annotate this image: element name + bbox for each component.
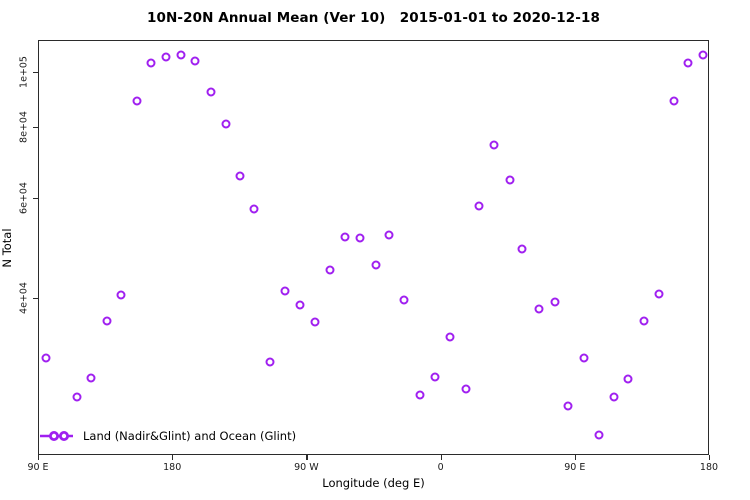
x-axis-tick-label: 90 W — [294, 462, 319, 473]
data-point — [295, 300, 305, 310]
chart-title: 10N-20N Annual Mean (Ver 10) 2015-01-01 … — [147, 10, 600, 26]
data-point — [669, 96, 679, 106]
y-axis-tick — [33, 298, 38, 300]
x-axis-tick-label: 180 — [163, 462, 182, 473]
data-point — [310, 317, 320, 327]
y-axis-tick — [33, 127, 38, 129]
x-axis-tick — [709, 455, 711, 460]
data-point — [683, 58, 693, 68]
data-point — [176, 50, 186, 60]
y-axis-tick — [33, 198, 38, 200]
plot-area — [38, 40, 709, 455]
data-point — [654, 289, 664, 299]
legend: Land (Nadir&Glint) and Ocean (Glint) — [39, 428, 296, 444]
data-point — [161, 52, 171, 62]
x-axis-tick-label: 90 E — [564, 462, 586, 473]
data-point — [623, 374, 633, 384]
data-point — [132, 96, 142, 106]
data-point — [86, 373, 96, 383]
x-axis-tick-label: 90 E — [27, 462, 49, 473]
data-point — [146, 58, 156, 68]
data-point — [609, 392, 619, 402]
x-axis-tick-label: 0 — [437, 462, 444, 473]
x-axis-tick-label: 180 — [699, 462, 719, 473]
data-point — [594, 430, 604, 440]
data-point — [265, 357, 275, 367]
data-point — [399, 295, 409, 305]
data-point — [190, 56, 200, 66]
data-point — [72, 392, 82, 402]
data-point — [249, 204, 259, 214]
data-point — [116, 290, 126, 300]
x-axis-tick — [440, 455, 442, 460]
data-point — [579, 353, 589, 363]
data-point — [563, 401, 573, 411]
data-point — [384, 230, 394, 240]
y-axis-tick-label: 1e+05 — [18, 56, 30, 88]
data-point — [534, 304, 544, 314]
y-axis-title: N Total — [0, 228, 14, 268]
x-axis-tick — [574, 455, 577, 460]
x-axis-tick — [172, 455, 174, 460]
data-point — [445, 332, 455, 342]
data-point — [340, 232, 350, 242]
legend-label: Land (Nadir&Glint) and Ocean (Glint) — [83, 429, 297, 443]
data-point — [639, 316, 649, 326]
data-point — [41, 353, 51, 363]
x-axis-tick — [38, 455, 40, 460]
x-axis-title: Longitude (deg E) — [322, 476, 425, 490]
data-point — [415, 390, 425, 400]
data-point — [325, 265, 335, 275]
legend-point-line-icon — [40, 431, 73, 441]
data-point — [698, 50, 708, 60]
y-axis-tick — [33, 72, 38, 74]
data-point — [206, 87, 216, 97]
data-point — [221, 119, 231, 129]
data-point — [489, 140, 499, 150]
data-point — [280, 286, 290, 296]
y-axis-tick-label: 4e+04 — [18, 282, 30, 314]
data-point — [505, 175, 515, 185]
data-point — [355, 233, 365, 243]
data-point — [102, 316, 112, 326]
data-point — [550, 297, 560, 307]
data-point — [371, 260, 381, 270]
x-axis-tick — [306, 455, 308, 460]
data-point — [235, 171, 245, 181]
data-point — [517, 244, 527, 254]
data-point — [474, 201, 484, 211]
y-axis-tick-label: 8e+04 — [18, 111, 30, 143]
data-point — [461, 384, 471, 394]
data-point — [430, 372, 440, 382]
y-axis-tick-label: 6e+04 — [18, 182, 30, 214]
